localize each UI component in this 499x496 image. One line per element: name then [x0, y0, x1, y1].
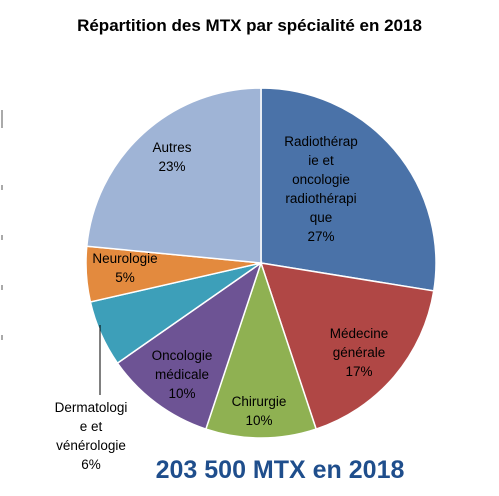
slice-label-2: Médecine générale 17% — [330, 326, 389, 379]
pie-slice-1 — [260, 87, 437, 292]
slice-label-6: Neurologie 5% — [92, 251, 157, 285]
pie-slice-4 — [116, 261, 263, 431]
pie-slice-2 — [259, 262, 435, 431]
pie-slice-3 — [204, 260, 318, 439]
slice-label-4: Oncologie médicale 10% — [152, 348, 213, 401]
slice-label-1: Radiothérap ie et oncologie radiothérapi que… — [284, 134, 358, 244]
chart-title: Répartition des MTX par spécialité en 20… — [77, 16, 422, 35]
slice-label-7: Autres 23% — [152, 140, 191, 174]
slice-label-3: Chirurgie 10% — [232, 394, 287, 428]
pie-slice-7 — [85, 87, 262, 264]
footer-total: 203 500 MTX en 2018 — [155, 456, 405, 484]
slice-label-5: Dermatologi e et vénérologie 6% — [55, 400, 128, 472]
